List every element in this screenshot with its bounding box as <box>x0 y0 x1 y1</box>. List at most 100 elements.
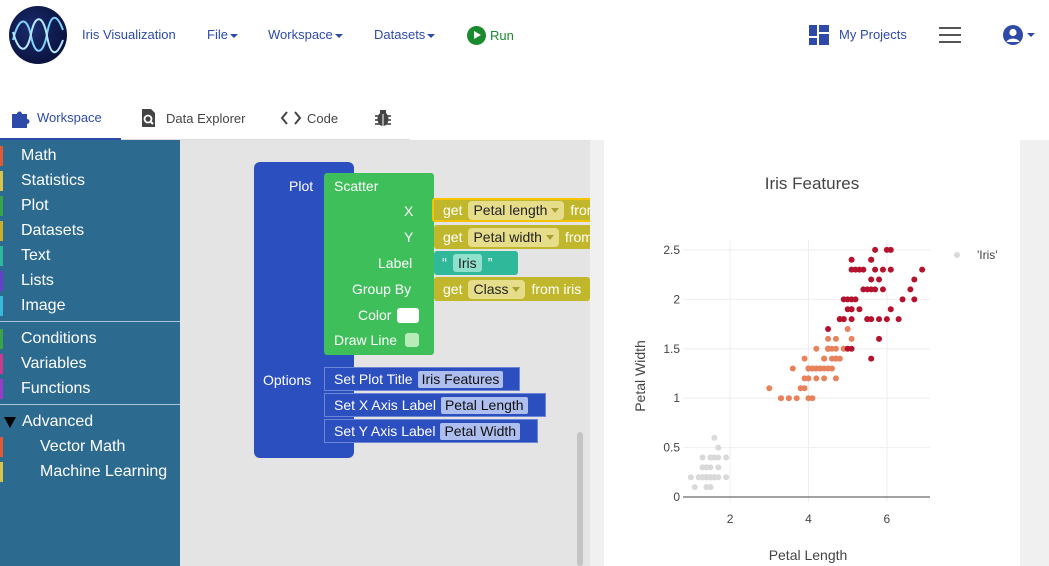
category-machine-learning[interactable]: Machine Learning <box>0 461 167 483</box>
groupby-column-value: Class <box>473 281 509 297</box>
data-point-series-2 <box>856 306 863 313</box>
workspace-menu[interactable]: Workspace <box>268 27 343 42</box>
groupby-input-label: Group By <box>352 281 412 297</box>
x-column-dropdown[interactable]: Petal length <box>468 200 565 220</box>
label-text-block[interactable]: “ Iris ” <box>434 251 518 275</box>
category-plot[interactable]: Plot <box>0 195 49 217</box>
color-picker-swatch[interactable] <box>397 308 419 323</box>
category-conditions[interactable]: Conditions <box>0 328 97 350</box>
data-point-series-1 <box>832 335 839 342</box>
y-tick-label: 0 <box>673 490 680 504</box>
category-variables[interactable]: Variables <box>0 353 87 375</box>
set-plot-title-label: Set Plot Title <box>334 371 413 387</box>
data-point-series-1 <box>836 355 843 362</box>
file-menu[interactable]: File <box>207 27 238 42</box>
data-point-series-1 <box>825 345 832 352</box>
get-word: get <box>443 281 463 297</box>
data-point-series-2 <box>907 286 914 293</box>
data-point-series-0 <box>703 474 710 481</box>
chart-title: Iris Features <box>765 174 859 193</box>
app-title-link[interactable]: Iris Visualization <box>82 27 176 42</box>
get-x-block[interactable]: get Petal length from <box>432 198 590 222</box>
data-point-series-1 <box>778 395 785 402</box>
my-projects-link[interactable]: My Projects <box>839 27 907 42</box>
category-lists[interactable]: Lists <box>0 270 54 292</box>
hamburger-menu-icon[interactable] <box>939 27 961 43</box>
data-point-series-2 <box>895 316 902 323</box>
data-point-series-2 <box>868 256 875 263</box>
category-label: Vector Math <box>40 438 126 455</box>
sidebar-divider <box>0 404 180 405</box>
legend-entry[interactable]: 'Iris' <box>977 248 998 262</box>
blockly-workspace[interactable]: Plot Options Scatter X Y Label Group By … <box>180 140 590 566</box>
data-point-series-2 <box>887 306 894 313</box>
data-point-series-1 <box>832 345 839 352</box>
workspace-menu-label: Workspace <box>268 27 333 42</box>
chart-points <box>687 246 926 491</box>
category-color <box>0 329 3 349</box>
data-point-series-0 <box>711 434 718 441</box>
plot-title-field[interactable]: Iris Features <box>417 370 504 388</box>
dropdown-arrow-icon <box>512 286 521 292</box>
category-datasets[interactable]: Datasets <box>0 220 84 242</box>
y-axis-label-field[interactable]: Petal Width <box>440 422 521 440</box>
data-point-series-0 <box>703 464 710 471</box>
set-y-axis-label-block[interactable]: Set Y Axis Label Petal Width <box>324 419 538 443</box>
data-point-series-2 <box>848 256 855 263</box>
groupby-column-dropdown[interactable]: Class <box>468 279 526 299</box>
category-color <box>0 146 3 166</box>
app-logo-icon[interactable] <box>9 6 67 64</box>
run-button[interactable]: Run <box>467 25 514 45</box>
open-quote-icon: “ <box>442 254 447 272</box>
tab-code-label: Code <box>307 110 339 126</box>
label-text-field[interactable]: Iris <box>453 254 482 272</box>
chevron-down-icon <box>334 33 343 38</box>
data-point-series-2 <box>860 286 867 293</box>
data-point-series-2 <box>911 276 918 283</box>
tab-workspace[interactable]: Workspace <box>0 96 121 140</box>
scatter-label: Scatter <box>334 178 379 194</box>
tab-data-explorer[interactable]: Data Explorer <box>139 96 245 140</box>
chevron-down-icon[interactable] <box>1027 33 1035 37</box>
block-category-sidebar: Math Statistics Plot Datasets Text Lists… <box>0 140 180 566</box>
data-point-series-0 <box>707 454 714 461</box>
x-input-label: X <box>404 203 414 219</box>
category-text[interactable]: Text <box>0 245 50 267</box>
category-advanced[interactable]: Advanced <box>0 411 93 433</box>
y-column-dropdown[interactable]: Petal width <box>468 227 559 247</box>
data-point-series-2 <box>825 325 832 332</box>
category-label: Variables <box>21 355 87 372</box>
tab-data-explorer-label: Data Explorer <box>166 110 246 126</box>
legend-marker[interactable] <box>954 252 960 258</box>
puzzle-icon <box>10 107 30 128</box>
data-point-series-0 <box>715 464 722 471</box>
draw-line-checkbox[interactable] <box>405 333 419 347</box>
data-point-series-1 <box>825 335 832 342</box>
category-image[interactable]: Image <box>0 295 65 317</box>
category-color <box>0 196 3 216</box>
set-plot-title-block[interactable]: Set Plot Title Iris Features <box>324 367 520 391</box>
tab-code[interactable]: Code <box>280 96 338 140</box>
category-statistics[interactable]: Statistics <box>0 170 85 192</box>
data-point-series-2 <box>887 246 894 253</box>
datasets-menu[interactable]: Datasets <box>374 27 436 42</box>
category-vector-math[interactable]: Vector Math <box>0 436 125 458</box>
category-functions[interactable]: Functions <box>0 378 90 400</box>
tab-bar: Workspace Data Explorer Code <box>0 96 410 140</box>
scatter-block[interactable] <box>324 173 434 355</box>
get-y-block[interactable]: get Petal width from <box>434 225 590 249</box>
scatter-chart[interactable]: 2 4 6 0 0.5 1 1.5 2 2.5 Iris Features Petal Leng… <box>604 140 1020 566</box>
set-x-axis-label-block[interactable]: Set X Axis Label Petal Length <box>324 393 546 417</box>
close-quote-icon: ” <box>487 254 493 272</box>
grid-icon[interactable] <box>809 25 829 45</box>
get-groupby-block[interactable]: get Class from iris <box>434 277 590 301</box>
workspace-scrollbar[interactable] <box>577 432 583 566</box>
plot-block-label: Plot <box>289 178 314 194</box>
user-avatar-icon[interactable] <box>1003 25 1023 45</box>
category-math[interactable]: Math <box>0 145 57 167</box>
data-point-series-2 <box>876 335 883 342</box>
tab-debug[interactable] <box>373 96 400 140</box>
x-axis-label-field[interactable]: Petal Length <box>440 396 528 414</box>
data-point-series-1 <box>766 385 773 392</box>
data-point-series-1 <box>848 335 855 342</box>
